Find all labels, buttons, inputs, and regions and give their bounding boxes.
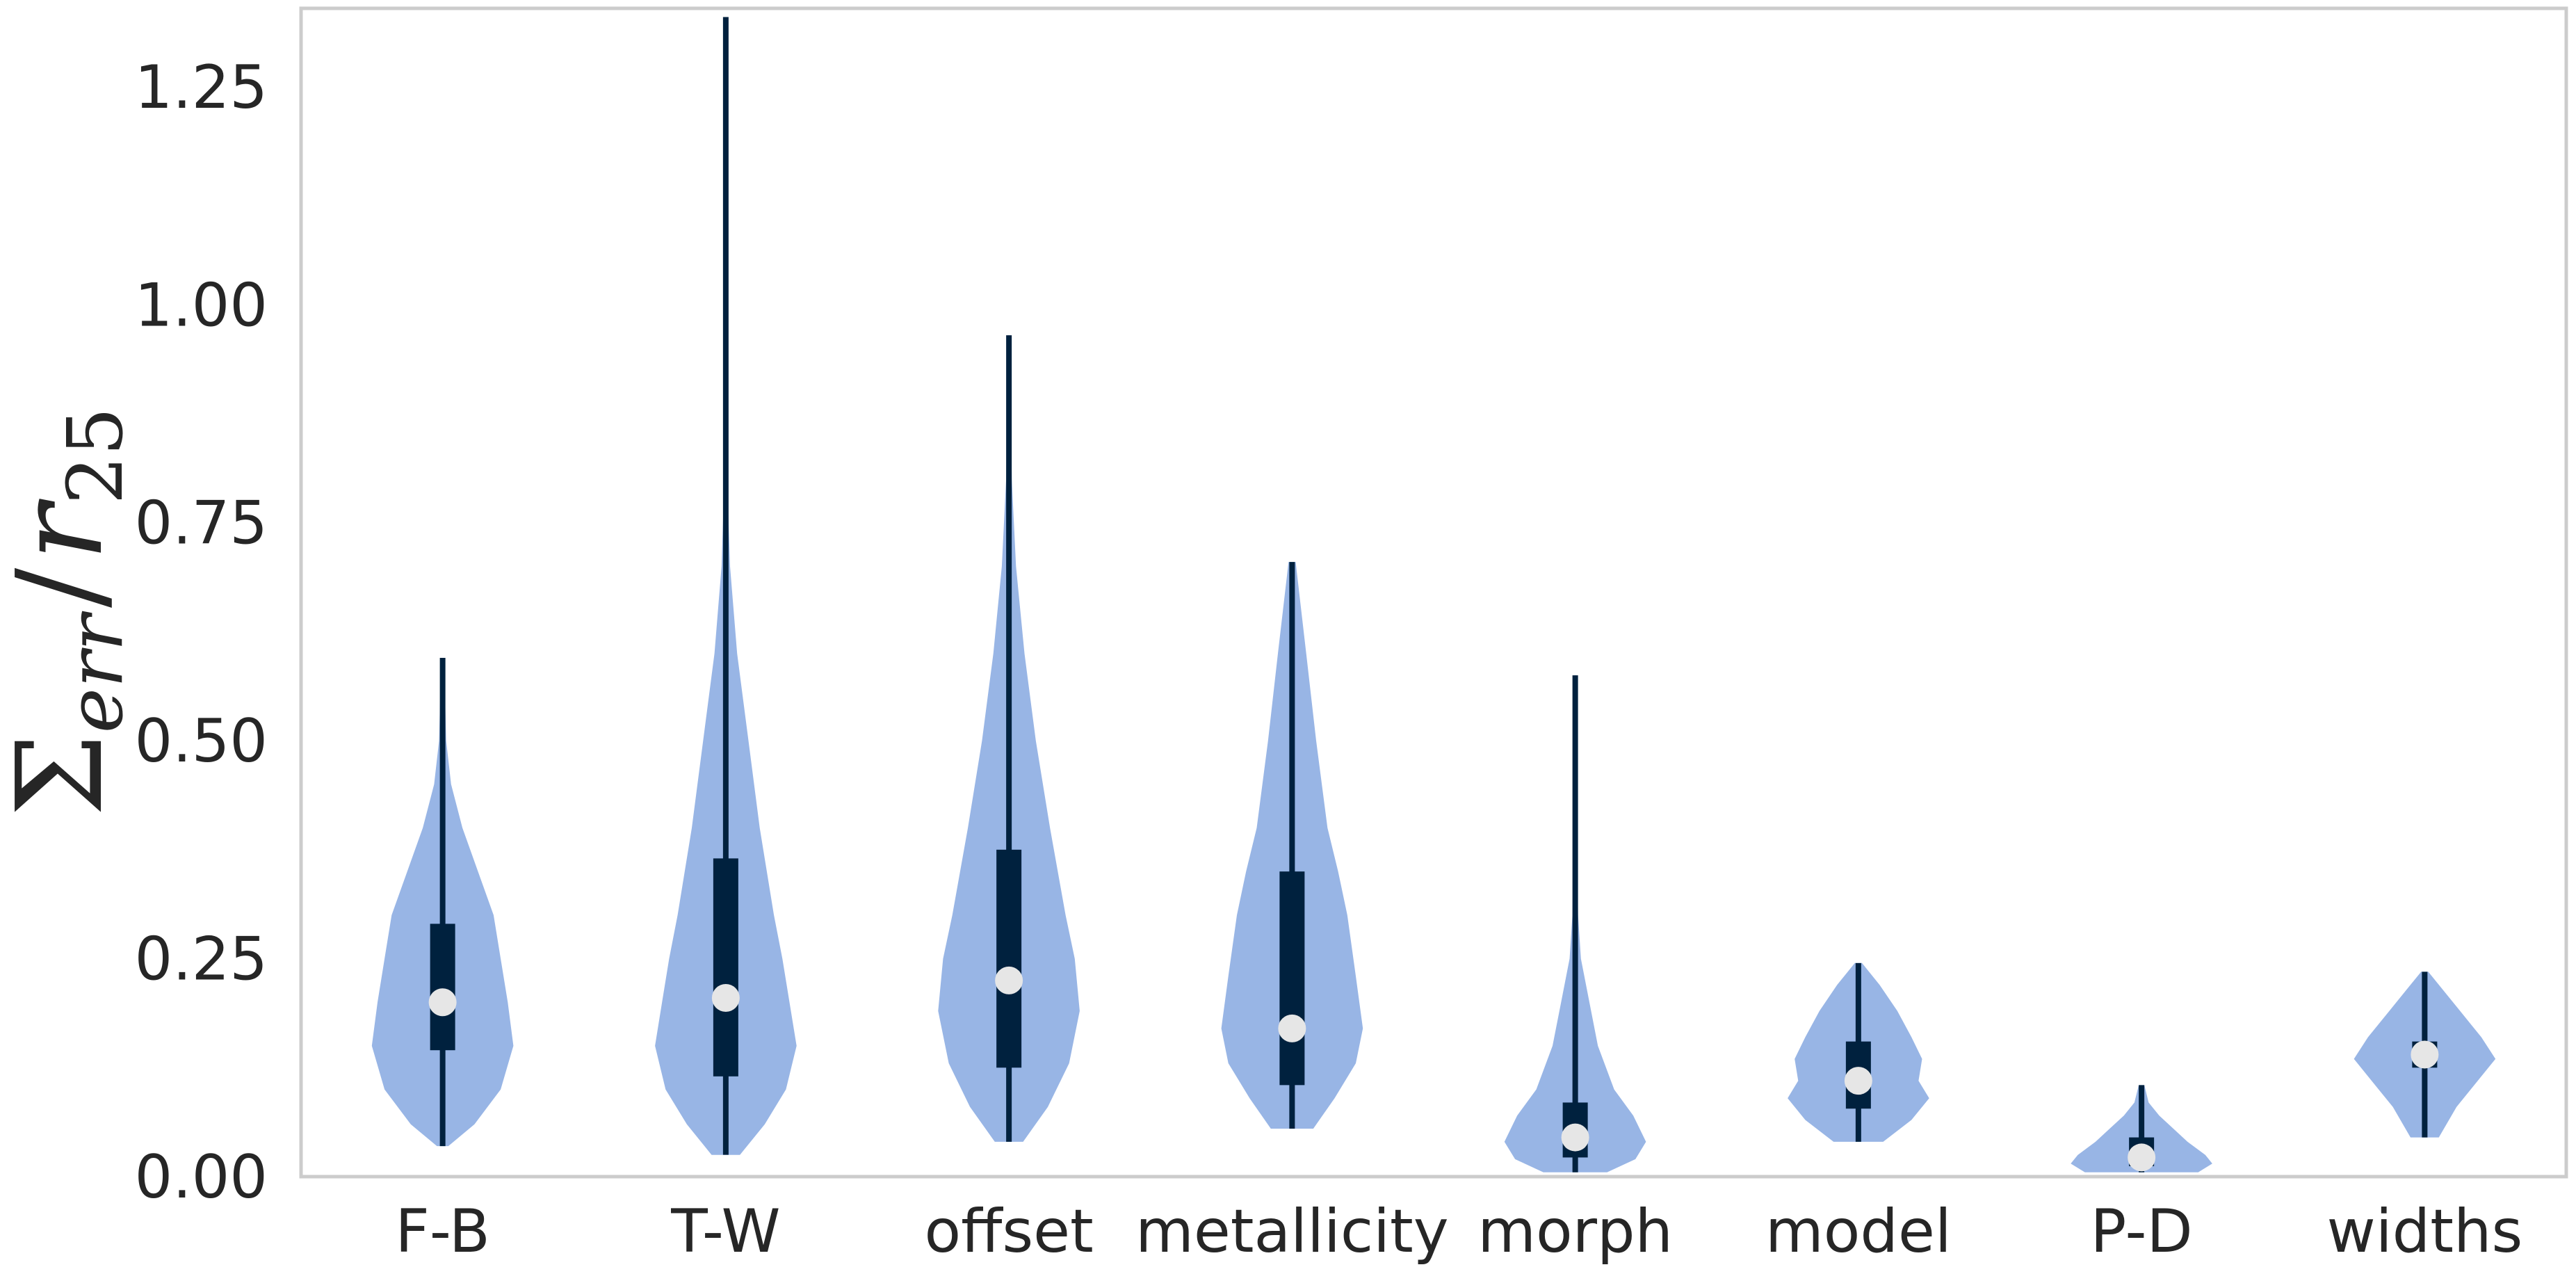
y-tick-label: 1.25: [135, 53, 268, 122]
x-tick-label-morph: morph: [1477, 1197, 1673, 1266]
violins-group: [371, 17, 2496, 1172]
x-tick-label-F-B: F-B: [395, 1197, 489, 1266]
y-tick-label: 0.75: [135, 489, 268, 558]
x-tick-label-metallicity: metallicity: [1135, 1197, 1449, 1266]
median-point-widths: [2411, 1040, 2439, 1069]
y-tick-labels: 0.00 0.25 0.50 0.75 1.00 1.25: [135, 53, 268, 1212]
x-tick-label-P-D: P-D: [2091, 1197, 2193, 1266]
y-tick-label: 0.25: [135, 925, 268, 994]
ylabel-sigma-sub: err: [51, 611, 140, 734]
x-tick-labels: F-B T-W offset metallicity morph model P-D widt…: [395, 1197, 2522, 1266]
ylabel-r: r: [0, 499, 129, 561]
plot-frame: [299, 6, 2568, 1179]
iqr-box-F-B: [430, 924, 455, 1051]
ylabel-r-sub: 25: [51, 408, 140, 505]
ylabel-slash: /: [0, 567, 129, 608]
x-tick-label-model: model: [1765, 1197, 1952, 1266]
iqr-box-metallicity: [1279, 871, 1305, 1086]
x-tick-label-widths: widths: [2326, 1197, 2522, 1266]
x-tick-label-T-W: T-W: [670, 1197, 780, 1266]
y-tick-label: 1.00: [135, 271, 268, 340]
iqr-box-offset: [996, 849, 1022, 1068]
y-axis-label: Σerr/ r25: [0, 408, 140, 817]
svg-text:Σerr/r25: Σerr/ r25: [0, 408, 140, 817]
median-point-metallicity: [1278, 1014, 1306, 1042]
y-tick-label: 0.00: [135, 1143, 268, 1212]
median-point-offset: [995, 966, 1023, 994]
y-tick-label: 0.50: [135, 707, 268, 776]
median-point-P-D: [2128, 1143, 2156, 1172]
ylabel-sigma: Σ: [0, 733, 129, 816]
median-point-F-B: [428, 988, 457, 1017]
median-point-morph: [1561, 1123, 1589, 1152]
iqr-box-T-W: [713, 858, 738, 1077]
x-tick-label-offset: offset: [924, 1197, 1093, 1266]
median-point-T-W: [711, 983, 740, 1012]
median-point-model: [1844, 1067, 1872, 1095]
